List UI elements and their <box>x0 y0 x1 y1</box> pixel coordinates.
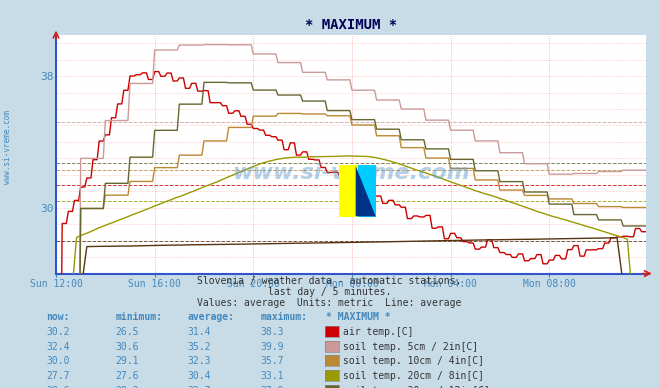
Text: 30.6: 30.6 <box>115 341 139 352</box>
Text: soil temp. 10cm / 4in[C]: soil temp. 10cm / 4in[C] <box>343 356 484 366</box>
Text: 32.4: 32.4 <box>46 341 70 352</box>
Text: 27.6: 27.6 <box>115 371 139 381</box>
Polygon shape <box>356 166 376 216</box>
Text: minimum:: minimum: <box>115 312 162 322</box>
Bar <box>339 165 358 217</box>
Text: 29.1: 29.1 <box>115 356 139 366</box>
Text: soil temp. 20cm / 8in[C]: soil temp. 20cm / 8in[C] <box>343 371 484 381</box>
Bar <box>358 165 376 217</box>
Text: soil temp. 30cm / 12in[C]: soil temp. 30cm / 12in[C] <box>343 386 490 388</box>
Text: 38.3: 38.3 <box>260 327 284 337</box>
Text: Slovenia / weather data - automatic stations.: Slovenia / weather data - automatic stat… <box>197 276 462 286</box>
Text: www.si-vreme.com: www.si-vreme.com <box>232 163 470 183</box>
Text: 31.4: 31.4 <box>188 327 212 337</box>
Text: 35.2: 35.2 <box>188 341 212 352</box>
Text: 30.2: 30.2 <box>46 327 70 337</box>
Text: 35.7: 35.7 <box>260 356 284 366</box>
Text: 30.0: 30.0 <box>46 356 70 366</box>
Text: 30.4: 30.4 <box>188 371 212 381</box>
Text: 32.3: 32.3 <box>188 356 212 366</box>
Text: 37.9: 37.9 <box>260 386 284 388</box>
Text: soil temp. 5cm / 2in[C]: soil temp. 5cm / 2in[C] <box>343 341 478 352</box>
Text: air temp.[C]: air temp.[C] <box>343 327 413 337</box>
Text: last day / 5 minutes.: last day / 5 minutes. <box>268 287 391 297</box>
Text: www.si-vreme.com: www.si-vreme.com <box>3 111 13 184</box>
Text: * MAXIMUM *: * MAXIMUM * <box>326 312 391 322</box>
Text: 33.1: 33.1 <box>260 371 284 381</box>
Text: 39.9: 39.9 <box>260 341 284 352</box>
Text: 32.7: 32.7 <box>188 386 212 388</box>
Text: 27.7: 27.7 <box>46 371 70 381</box>
Text: maximum:: maximum: <box>260 312 307 322</box>
Text: average:: average: <box>188 312 235 322</box>
Text: 28.6: 28.6 <box>46 386 70 388</box>
Text: 28.2: 28.2 <box>115 386 139 388</box>
Title: * MAXIMUM *: * MAXIMUM * <box>305 18 397 32</box>
Text: 26.5: 26.5 <box>115 327 139 337</box>
Text: now:: now: <box>46 312 70 322</box>
Text: Values: average  Units: metric  Line: average: Values: average Units: metric Line: aver… <box>197 298 462 308</box>
